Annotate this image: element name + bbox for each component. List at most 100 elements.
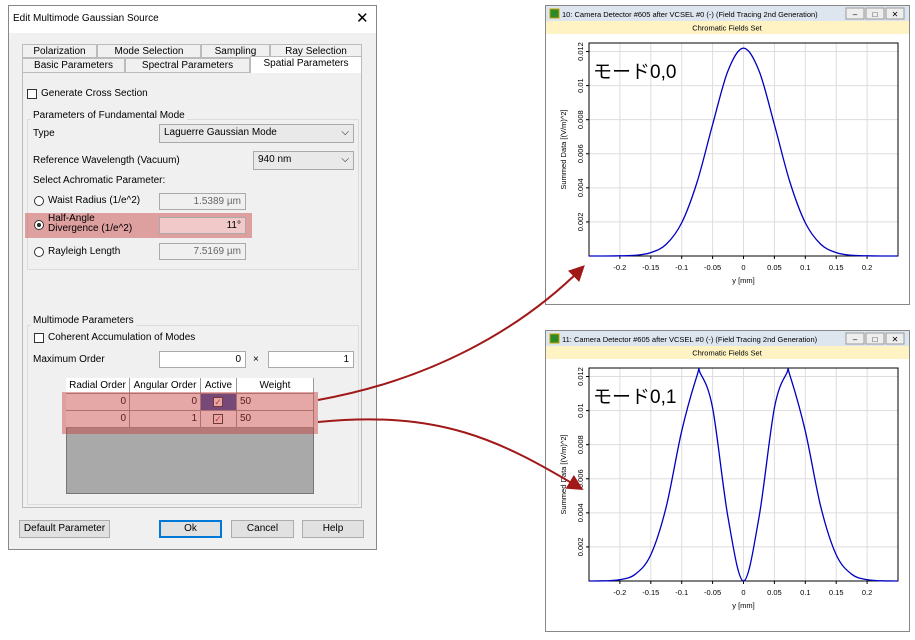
- cell[interactable]: 0: [66, 411, 130, 428]
- x-tick-label: -0.15: [642, 263, 659, 272]
- cell[interactable]: ✓: [201, 411, 237, 428]
- checkbox[interactable]: [27, 89, 37, 99]
- y-tick-label: 0.006: [576, 469, 585, 488]
- value-field[interactable]: 11°: [159, 217, 246, 234]
- radio-selected[interactable]: [34, 220, 44, 230]
- combo-value: Laguerre Gaussian Mode: [164, 127, 277, 138]
- tab[interactable]: Polarization: [22, 44, 97, 58]
- tab[interactable]: Spectral Parameters: [125, 58, 250, 73]
- button[interactable]: Cancel: [231, 520, 294, 538]
- label: Maximum Order: [33, 354, 105, 365]
- label: Rayleigh Length: [48, 246, 121, 257]
- y-tick-label: 0.002: [576, 213, 585, 232]
- window-button[interactable]: [885, 332, 905, 345]
- button[interactable]: Default Parameter: [19, 520, 110, 538]
- y-tick-label: 0.004: [576, 178, 585, 197]
- x-tick-label: 0.1: [800, 263, 810, 272]
- tab[interactable]: Mode Selection: [97, 44, 201, 58]
- input-field[interactable]: 0: [159, 351, 246, 368]
- button[interactable]: Help: [302, 520, 364, 538]
- x-tick-label: -0.2: [613, 588, 626, 597]
- label: Generate Cross Section: [41, 88, 148, 99]
- group-box: [27, 325, 359, 505]
- dropdown-arrow: ⌵: [341, 154, 349, 165]
- label: Coherent Accumulation of Modes: [48, 332, 196, 343]
- cell[interactable]: 0: [66, 394, 130, 411]
- window-canvas: 10: Camera Detector #605 after VCSEL #0 …: [546, 6, 909, 304]
- x-tick-label: 0.2: [862, 588, 872, 597]
- close-button[interactable]: ✕: [356, 10, 369, 27]
- x-tick-label: -0.05: [704, 588, 721, 597]
- y-axis-label: Summed Data [(V/m)^2]: [559, 109, 568, 189]
- dialog-title: Edit Multimode Gaussian Source: [13, 13, 159, 24]
- x-axis-label: y [mm]: [732, 276, 755, 285]
- x-tick-label: 0.05: [767, 263, 782, 272]
- window-button-icon: □: [873, 335, 878, 344]
- cell[interactable]: 1: [130, 411, 201, 428]
- tab[interactable]: Basic Parameters: [22, 58, 125, 73]
- x-axis-label: y [mm]: [732, 601, 755, 610]
- label: Select Achromatic Parameter:: [33, 175, 166, 186]
- column-header: Radial Order: [66, 378, 130, 394]
- window-button-icon: –: [853, 10, 858, 19]
- group-title: Multimode Parameters: [31, 315, 136, 326]
- x-tick-label: -0.1: [675, 588, 688, 597]
- title-bar: [9, 6, 376, 33]
- window-button[interactable]: [845, 7, 865, 20]
- subtitle-bar: [546, 346, 909, 359]
- tab-selected[interactable]: Spatial Parameters: [250, 56, 362, 73]
- curve: [588, 367, 899, 582]
- window-button[interactable]: [865, 7, 885, 20]
- window-title: 11: Camera Detector #605 after VCSEL #0 …: [562, 335, 818, 344]
- column-header: Active: [201, 378, 237, 394]
- cell[interactable]: ✓: [201, 394, 237, 411]
- x-tick-label: 0: [741, 588, 745, 597]
- cell[interactable]: 50: [237, 411, 314, 428]
- window-button-icon: ✕: [892, 335, 899, 344]
- value-field: 1.5389 µm: [159, 193, 246, 210]
- window-button[interactable]: [885, 7, 905, 20]
- x-tick-label: 0.2: [862, 263, 872, 272]
- y-tick-label: 0.01: [576, 78, 585, 93]
- x-tick-label: 0.05: [767, 588, 782, 597]
- cell[interactable]: 50: [237, 394, 314, 411]
- label: Type: [33, 128, 55, 139]
- radio[interactable]: [34, 247, 44, 257]
- window-button[interactable]: [845, 332, 865, 345]
- x-tick-label: 0: [741, 263, 745, 272]
- y-tick-label: 0.01: [576, 403, 585, 418]
- x-tick-label: -0.2: [613, 263, 626, 272]
- window-canvas: 11: Camera Detector #605 after VCSEL #0 …: [546, 331, 909, 631]
- group-box: [27, 119, 359, 270]
- label: Reference Wavelength (Vacuum): [33, 155, 180, 166]
- x-tick-label: -0.15: [642, 588, 659, 597]
- y-tick-label: 0.002: [576, 538, 585, 557]
- combo-box[interactable]: Laguerre Gaussian Mode ⌵: [159, 124, 354, 143]
- column-header: Angular Order: [130, 378, 201, 394]
- y-axis-label: Summed Data [(V/m)^2]: [559, 434, 568, 514]
- highlight: [62, 392, 318, 434]
- input-field[interactable]: 1: [268, 351, 354, 368]
- annotation: モード0,1: [593, 387, 676, 408]
- times: ×: [253, 354, 259, 365]
- combo-box[interactable]: 940 nm ⌵: [253, 151, 354, 170]
- plot-window: 11: Camera Detector #605 after VCSEL #0 …: [545, 330, 910, 632]
- window-button[interactable]: [865, 332, 885, 345]
- label: Waist Radius (1/e^2): [48, 195, 141, 206]
- x-tick-label: -0.05: [704, 263, 721, 272]
- column-header: Weight: [237, 378, 314, 394]
- checkbox[interactable]: [34, 333, 44, 343]
- button[interactable]: Ok: [159, 520, 222, 538]
- window-title: 10: Camera Detector #605 after VCSEL #0 …: [562, 10, 818, 19]
- subtitle-bar: [546, 21, 909, 34]
- title-bar: [546, 331, 909, 346]
- y-tick-label: 0.012: [576, 42, 585, 61]
- label: Half-Angle Divergence (1/e^2): [48, 213, 133, 234]
- plot-panel: [546, 34, 909, 304]
- x-tick-label: -0.1: [675, 263, 688, 272]
- subtitle: Chromatic Fields Set: [692, 349, 763, 358]
- x-tick-label: 0.1: [800, 588, 810, 597]
- tab[interactable]: Sampling: [201, 44, 270, 58]
- radio[interactable]: [34, 196, 44, 206]
- cell[interactable]: 0: [130, 394, 201, 411]
